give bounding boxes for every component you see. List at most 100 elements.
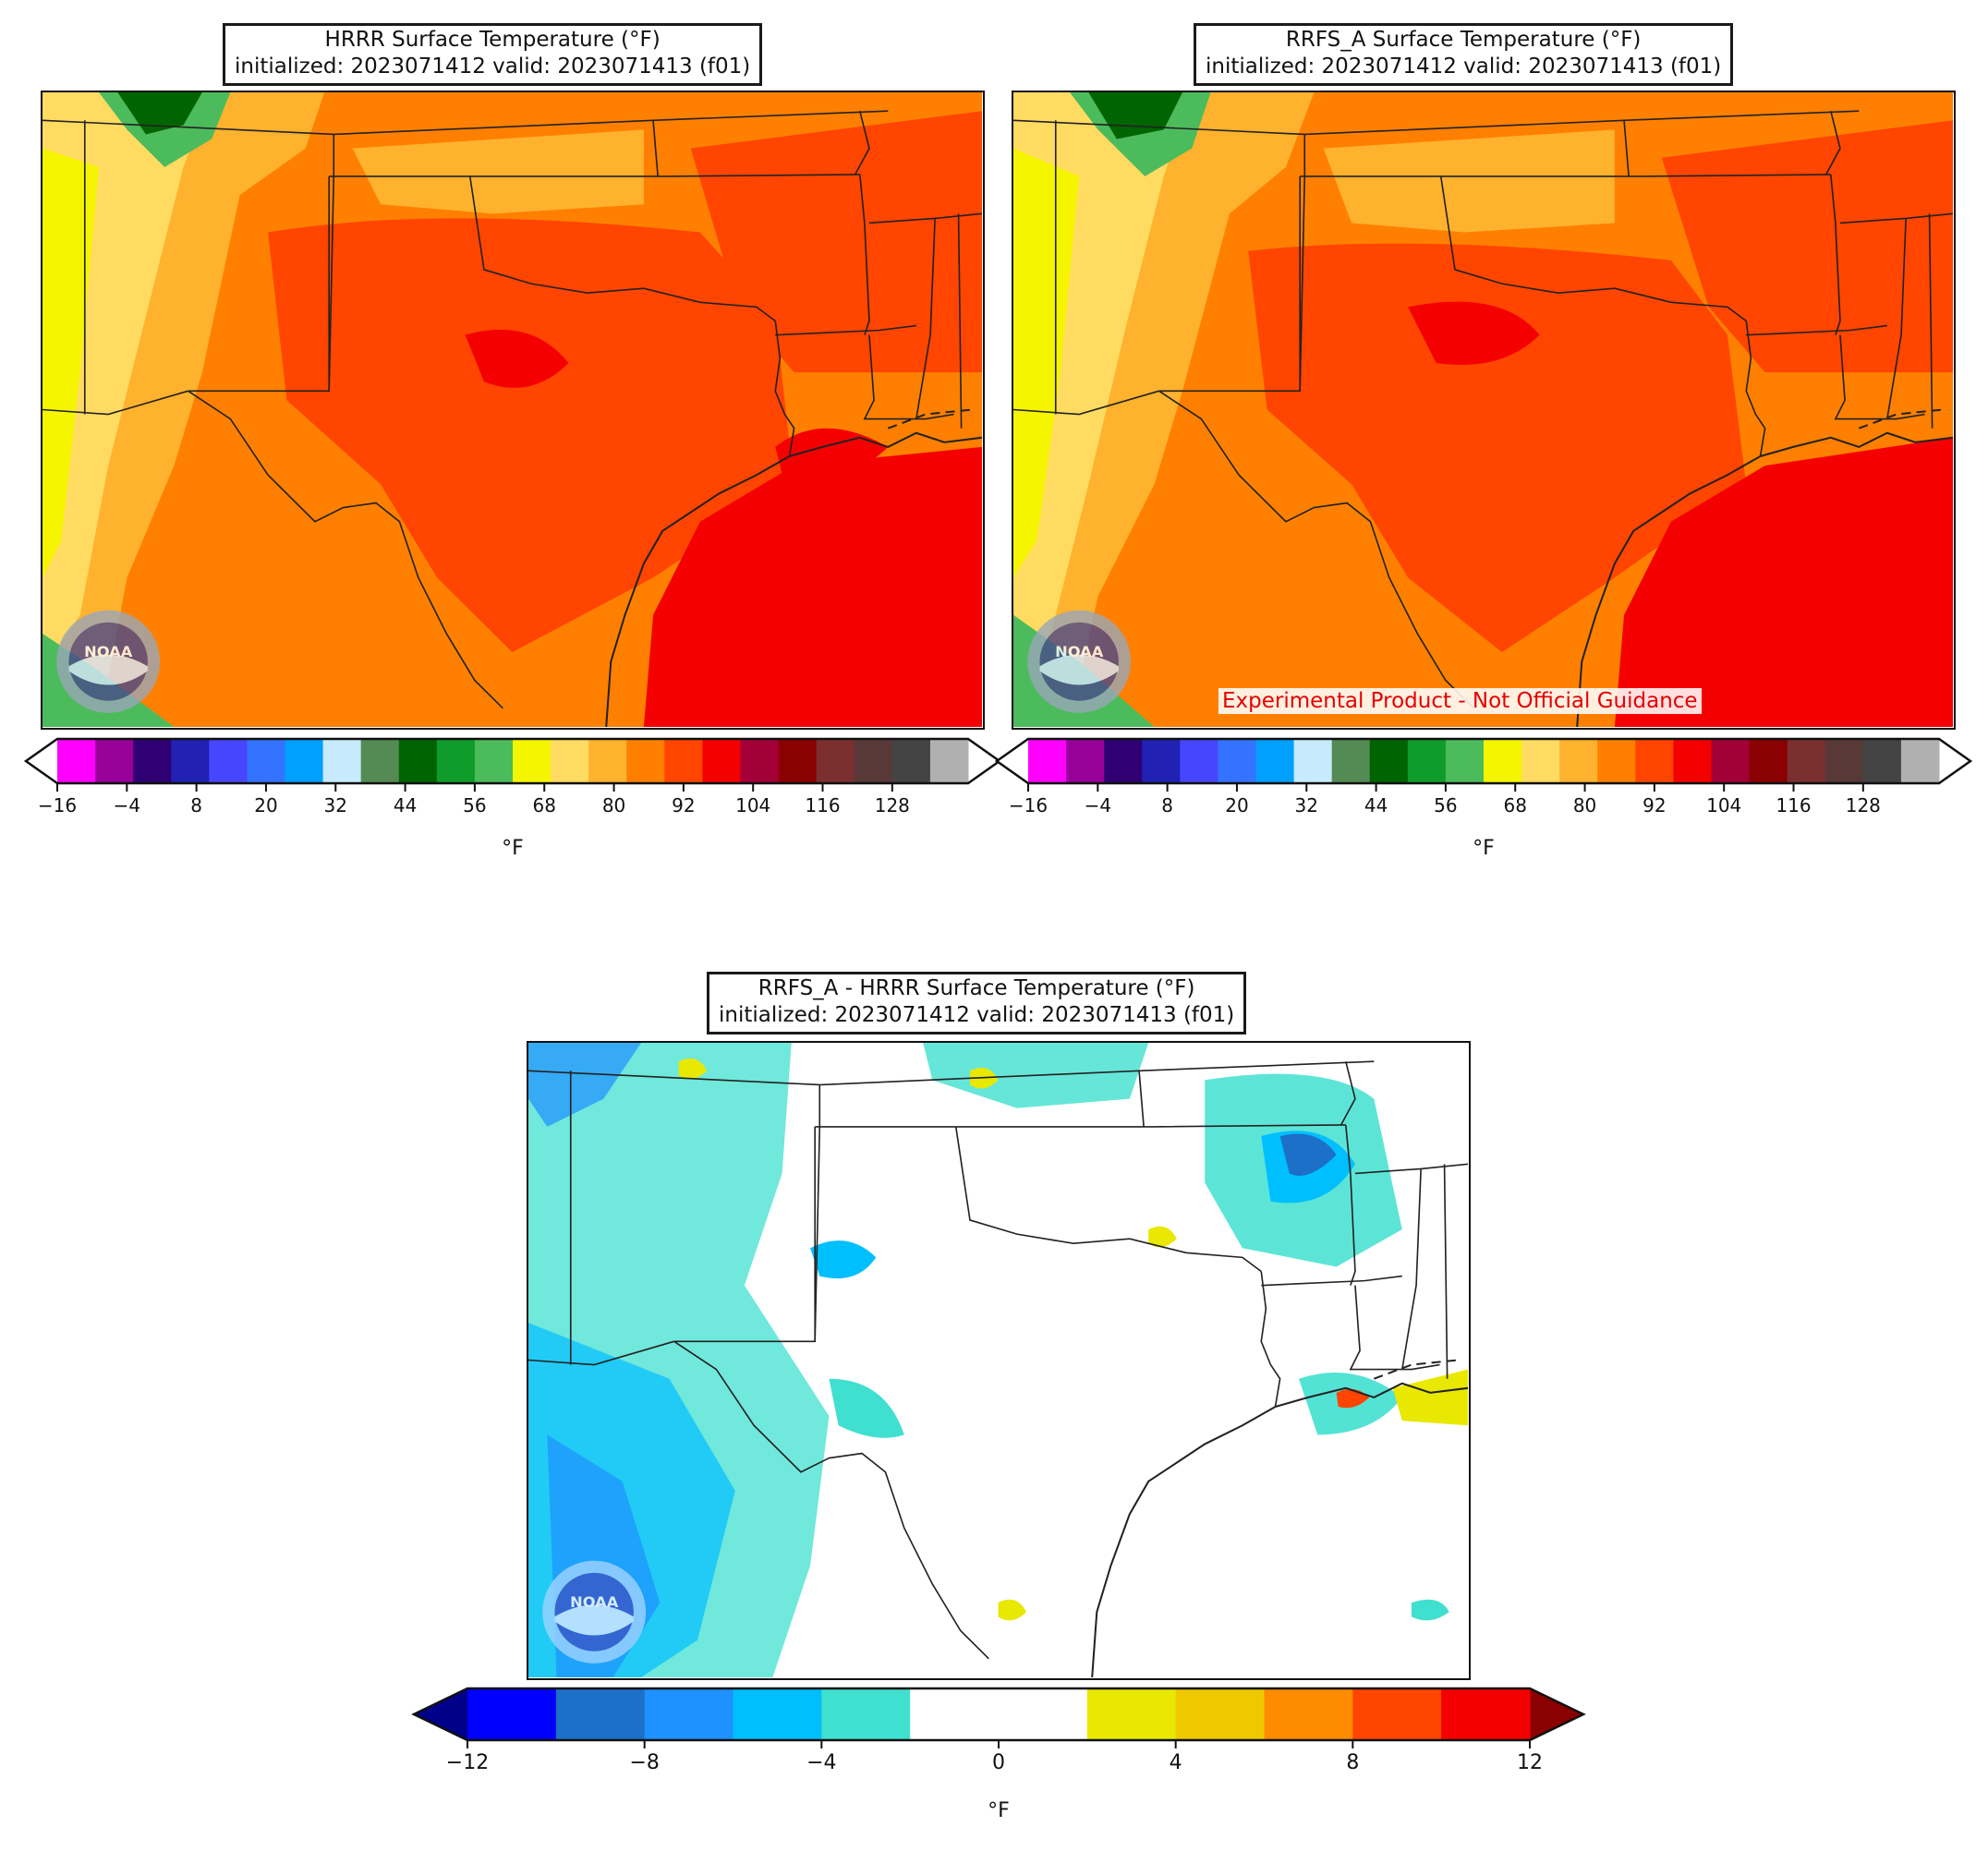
colorbar-swatch — [1255, 739, 1295, 783]
diff-subtitle: initialized: 2023071412 valid: 202307141… — [719, 1003, 1235, 1027]
colorbar-tick-label: 12 — [1517, 1751, 1543, 1774]
colorbar-tick-label: 116 — [805, 794, 841, 817]
colorbar-swatch — [1711, 739, 1751, 783]
colorbar-swatch — [436, 739, 476, 783]
colorbar-swatch — [999, 1688, 1088, 1740]
colorbar-swatch — [1787, 739, 1826, 783]
colorbar-swatch — [910, 1688, 1000, 1740]
colorbar-swatch — [1749, 739, 1788, 783]
colorbar-swatch — [209, 739, 248, 783]
colorbar-swatch — [133, 739, 172, 783]
colorbar-unit-label: °F — [502, 837, 524, 860]
colorbar-swatch — [247, 739, 285, 783]
colorbar-swatch — [474, 739, 514, 783]
noaa-logo-icon: NOAA — [56, 610, 161, 713]
diff-colorbar: −12 −8 −4 0 4 8 12 °F — [411, 1687, 1586, 1822]
colorbar-tick-label: 44 — [1364, 794, 1388, 817]
colorbar-swatch — [733, 1688, 822, 1740]
colorbar-swatch — [1264, 1688, 1353, 1740]
colorbar-tick-label: 4 — [1169, 1751, 1182, 1774]
hrrr-panel-title: HRRR Surface Temperature (°F) initialize… — [223, 23, 763, 86]
rrfs-title: RRFS_A Surface Temperature (°F) — [1285, 28, 1642, 52]
colorbar-swatch — [1104, 739, 1143, 783]
colorbar-tick-label: 128 — [874, 794, 910, 817]
hrrr-subtitle: initialized: 2023071412 valid: 202307141… — [235, 54, 751, 79]
colorbar-tick-label: −12 — [445, 1751, 490, 1774]
colorbar-swatch — [664, 739, 703, 783]
colorbar-tick-label: 128 — [1845, 794, 1881, 817]
colorbar-swatch — [555, 1688, 646, 1740]
colorbar-extend-low — [26, 739, 57, 783]
colorbar-unit-label: °F — [1473, 837, 1495, 860]
colorbar-graphic — [411, 1687, 1586, 1748]
colorbar-swatch — [816, 739, 855, 783]
colorbar-swatch — [929, 739, 969, 783]
colorbar-swatch — [1293, 739, 1333, 783]
colorbar-swatch — [1597, 739, 1636, 783]
colorbar-swatch — [1086, 1688, 1177, 1740]
colorbar-extend-high — [968, 739, 1000, 783]
colorbar-swatch — [1218, 739, 1256, 783]
colorbar-swatch — [1824, 739, 1864, 783]
svg-text:NOAA: NOAA — [1055, 643, 1104, 660]
colorbar-swatch — [1066, 739, 1105, 783]
colorbar-swatch — [1180, 739, 1218, 783]
colorbar-extend-high — [1530, 1688, 1583, 1740]
colorbar-tick-label: −16 — [37, 794, 78, 817]
colorbar-swatch — [1331, 739, 1371, 783]
rrfs-panel-title: RRFS_A Surface Temperature (°F) initiali… — [1194, 23, 1734, 86]
experimental-disclaimer: Experimental Product - Not Official Guid… — [1218, 688, 1702, 714]
colorbar-swatch — [551, 739, 589, 783]
colorbar-tick-label: 20 — [1225, 794, 1249, 817]
colorbar-extend-low — [414, 1688, 467, 1740]
colorbar-swatch — [740, 739, 780, 783]
colorbar-swatch — [854, 739, 893, 783]
colorbar-swatch — [1635, 739, 1674, 783]
colorbar-swatch — [322, 739, 362, 783]
colorbar-tick-label: −16 — [1008, 794, 1049, 817]
noaa-logo-icon: NOAA — [1027, 610, 1132, 713]
noaa-logo-icon: NOAA — [542, 1560, 647, 1663]
colorbar-tick-label: 20 — [254, 794, 278, 817]
colorbar-tick-label: 80 — [1572, 794, 1597, 817]
colorbar-swatch — [1445, 739, 1485, 783]
colorbar-unit-label: °F — [988, 1799, 1010, 1822]
colorbar-swatch — [1559, 739, 1598, 783]
colorbar-swatch — [1484, 739, 1522, 783]
colorbar-swatch — [1900, 739, 1940, 783]
colorbar-tick-label: −4 — [113, 794, 141, 817]
colorbar-swatch — [821, 1688, 911, 1740]
colorbar-swatch — [1369, 739, 1409, 783]
hrrr-colorbar: −16 −4 8 20 32 44 56 68 80 92 104 116 128 °F — [23, 737, 1002, 860]
colorbar-graphic — [994, 737, 1973, 792]
colorbar-swatch — [644, 1688, 733, 1740]
colorbar-swatch — [513, 739, 552, 783]
colorbar-swatch — [702, 739, 741, 783]
colorbar-swatch — [1175, 1688, 1265, 1740]
colorbar-tick-label: 92 — [672, 794, 696, 817]
colorbar-swatch — [1028, 739, 1067, 783]
colorbar-tick-label: 116 — [1776, 794, 1812, 817]
colorbar-tick-label: 56 — [463, 794, 487, 817]
colorbar-swatch — [57, 739, 96, 783]
colorbar-swatch — [360, 739, 400, 783]
colorbar-swatch — [1352, 1688, 1442, 1740]
rrfs-temperature-field: NOAA — [1013, 92, 1953, 727]
colorbar-tick-label: 32 — [323, 794, 347, 817]
colorbar-tick-label: 68 — [532, 794, 556, 817]
colorbar-swatch — [1673, 739, 1712, 783]
diff-temperature-field: NOAA — [528, 1043, 1468, 1677]
colorbar-swatch — [285, 739, 324, 783]
colorbar-graphic — [23, 737, 1002, 792]
colorbar-swatch — [626, 739, 665, 783]
colorbar-swatch — [588, 739, 627, 783]
colorbar-swatch — [171, 739, 210, 783]
colorbar-swatch — [1521, 739, 1560, 783]
colorbar-tick-label: 0 — [992, 1751, 1005, 1774]
colorbar-swatch — [778, 739, 818, 783]
colorbar-swatch — [1441, 1688, 1531, 1740]
colorbar-tick-label: 92 — [1643, 794, 1667, 817]
colorbar-tick-label: 32 — [1294, 794, 1318, 817]
diff-map: NOAA — [527, 1041, 1471, 1680]
colorbar-extend-low — [997, 739, 1028, 783]
